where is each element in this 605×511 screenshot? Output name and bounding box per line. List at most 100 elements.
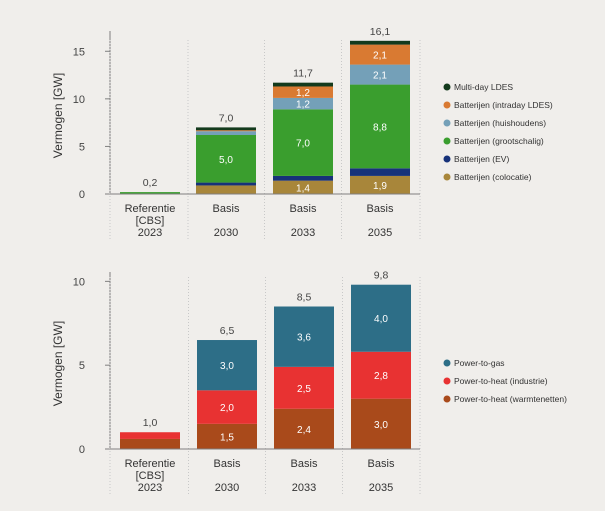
y-tick-label: 0 <box>79 189 85 201</box>
segment-value-label: 2,1 <box>373 71 387 82</box>
bar-segment <box>350 64 410 85</box>
bar-segment <box>196 182 256 186</box>
bar-segment <box>273 180 333 194</box>
category-label: [CBS] <box>136 215 165 227</box>
category-label: 2033 <box>291 227 315 239</box>
bar-total-label: 6,5 <box>220 325 235 337</box>
legend-marker <box>443 173 451 181</box>
segment-value-label: 1,9 <box>373 181 387 192</box>
legend-label: Batterijen (colocatie) <box>454 172 532 182</box>
y-tick-label: 10 <box>73 94 85 106</box>
bar-total-label: 7,0 <box>219 112 234 124</box>
category-label: Basis <box>368 458 395 470</box>
legend-marker <box>443 377 451 385</box>
segment-value-label: 3,0 <box>374 420 388 431</box>
bar-segment <box>120 192 180 194</box>
y-axis-label: Vermogen [GW] <box>51 73 65 158</box>
segment-value-label: 1,2 <box>296 100 310 111</box>
y-tick-label: 5 <box>79 360 85 372</box>
bar-segment <box>196 135 256 183</box>
bar-segment <box>196 131 256 136</box>
legend-marker <box>443 137 451 145</box>
legend-marker <box>443 119 451 127</box>
y-tick-label: 10 <box>73 276 85 288</box>
category-label: 2023 <box>138 482 162 494</box>
segment-value-label: 2,0 <box>220 403 234 414</box>
bar-segment <box>350 175 410 194</box>
bar-segment <box>351 398 411 449</box>
bar-segment <box>273 109 333 176</box>
legend-label: Batterijen (huishoudens) <box>454 118 546 128</box>
category-label: 2035 <box>369 482 393 494</box>
legend-marker <box>443 101 451 109</box>
legend-marker <box>443 155 451 163</box>
top-battery-capacity-chart: Vermogen [GW] 0 5 10 15 0,2 Referentie[CBS]202… <box>51 26 553 240</box>
category-label: Referentie <box>125 203 176 215</box>
category-label: Basis <box>214 458 241 470</box>
bar-segment <box>350 44 410 65</box>
bar-segment <box>196 185 256 194</box>
legend-label: Power-to-heat (industrie) <box>454 376 548 386</box>
bar-segment <box>273 82 333 87</box>
bar-segment <box>350 168 410 176</box>
bar-segment <box>351 284 411 352</box>
bar-segment <box>350 84 410 169</box>
segment-value-label: 2,8 <box>374 371 388 382</box>
bar-total-label: 16,1 <box>370 26 391 38</box>
y-tick-label: 5 <box>79 141 85 153</box>
bar-total-label: 1,0 <box>143 417 158 429</box>
segment-value-label: 2,1 <box>373 51 387 62</box>
segment-value-label: 4,0 <box>374 314 388 325</box>
bar-segment <box>351 351 411 399</box>
bar-segment <box>196 130 256 132</box>
bar-segment <box>120 438 180 449</box>
y-tick-label: 15 <box>73 46 85 58</box>
category-label: 2035 <box>368 227 392 239</box>
bar-segment <box>273 97 333 110</box>
legend-label: Power-to-heat (warmtenetten) <box>454 394 567 404</box>
bar-segment <box>350 40 410 45</box>
bar-segment <box>120 432 180 439</box>
category-label: Referentie <box>125 458 176 470</box>
segment-value-label: 1,4 <box>296 183 310 194</box>
category-label: Basis <box>291 458 318 470</box>
legend-marker <box>443 83 451 91</box>
bar-segment <box>197 340 257 391</box>
segment-value-label: 3,0 <box>220 361 234 372</box>
bar-segment <box>196 127 256 131</box>
legend-marker <box>443 359 451 367</box>
bar-total-label: 9,8 <box>374 270 389 282</box>
y-tick-label: 0 <box>79 444 85 456</box>
category-label: 2033 <box>292 482 316 494</box>
segment-value-label: 5,0 <box>219 155 233 166</box>
bar-total-label: 11,7 <box>293 68 313 80</box>
y-axis-label: Vermogen [GW] <box>51 321 65 406</box>
bar-segment <box>274 366 334 409</box>
segment-value-label: 1,2 <box>296 88 310 99</box>
category-label: Basis <box>290 203 317 215</box>
segment-value-label: 7,0 <box>296 139 310 150</box>
segment-value-label: 1,5 <box>220 432 234 443</box>
category-label: Basis <box>367 203 394 215</box>
legend-label: Multi-day LDES <box>454 82 513 92</box>
bar-segment <box>274 306 334 367</box>
bar-segment <box>273 86 333 98</box>
bar-segment <box>197 390 257 424</box>
category-label: 2030 <box>214 227 238 239</box>
segment-value-label: 8,8 <box>373 122 387 133</box>
legend-marker <box>443 395 451 403</box>
category-label: 2023 <box>138 227 162 239</box>
legend-label: Batterijen (intraday LDES) <box>454 100 553 110</box>
bar-segment <box>273 175 333 181</box>
bar-total-label: 8,5 <box>297 292 312 304</box>
category-label: Basis <box>213 203 240 215</box>
category-label: [CBS] <box>136 470 165 482</box>
bar-segment <box>197 423 257 449</box>
legend-label: Batterijen (EV) <box>454 154 509 164</box>
legend-label: Power-to-gas <box>454 358 505 368</box>
category-label: 2030 <box>215 482 239 494</box>
bar-total-label: 0,2 <box>143 177 158 189</box>
bar-segment <box>274 408 334 449</box>
segment-value-label: 3,6 <box>297 333 311 344</box>
